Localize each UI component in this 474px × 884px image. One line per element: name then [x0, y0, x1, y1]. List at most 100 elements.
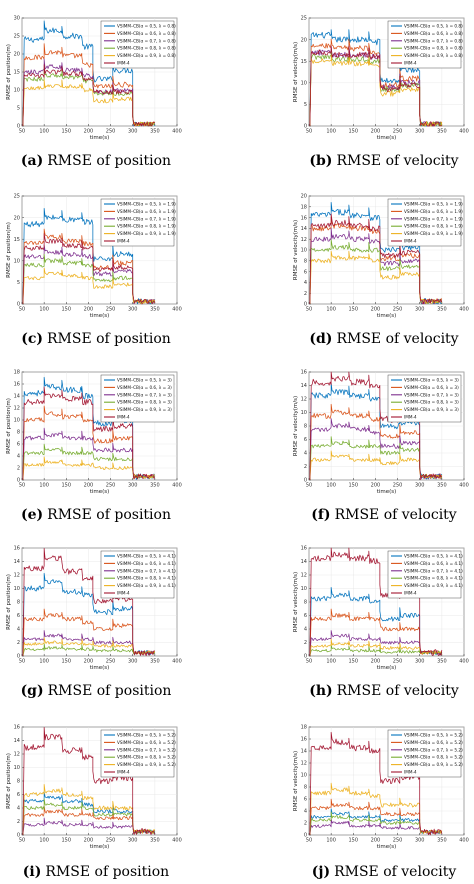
y-tick-label: 10	[14, 586, 20, 592]
chart-panel: 0 2 4 6 8 10 12 14 16 50 100 150 200 250 300 350 400 time…	[6, 546, 182, 699]
x-tick-label: 300	[128, 838, 138, 844]
y-tick-label: 14	[14, 394, 20, 400]
y-tick-label: 0	[17, 302, 20, 308]
legend-entry: VSIMM–CB(α = 0.5, λ = 5.2)	[404, 733, 463, 738]
y-tick-label: 20	[14, 215, 20, 221]
x-tick-label: 150	[349, 838, 359, 844]
y-tick-label: 10	[14, 88, 20, 94]
legend-box	[387, 374, 462, 423]
x-tick-label: 50	[19, 838, 25, 844]
y-tick-label: 0	[304, 833, 307, 839]
chart-panel: 0 2 4 6 8 10 12 14 16 18 50 100 150 200 250 300 350 400 ti…	[6, 370, 182, 523]
series-line	[309, 371, 443, 481]
caption-letter: (d)	[309, 331, 332, 347]
x-axis-label: time(s)	[377, 844, 397, 850]
x-tick-label: 300	[415, 307, 425, 313]
x-tick-label: 200	[84, 129, 94, 135]
x-tick-label: 150	[62, 129, 72, 135]
series-line	[309, 731, 443, 836]
y-tick-label: 4	[304, 451, 307, 457]
y-tick-label: 0	[17, 833, 20, 839]
caption-text: RMSE of velocity	[334, 864, 456, 880]
y-tick-label: 6	[17, 613, 20, 619]
y-axis-label: RMSE of velocity(m/s)	[293, 572, 299, 632]
y-tick-label: 2	[304, 821, 307, 827]
x-tick-label: 200	[84, 483, 94, 489]
legend-box	[100, 550, 175, 599]
legend-entry: VSIMM–CB(α = 0.9, λ = 0.8)	[404, 53, 463, 58]
chart-panel: 0 2 4 6 8 10 12 14 16 50 100 150 200 250 300 350 400 time…	[293, 546, 469, 699]
y-axis-label: RMSE of position(m)	[6, 44, 12, 100]
y-tick-label: 6	[17, 792, 20, 798]
x-tick-label: 150	[349, 483, 359, 489]
caption-letter: (j)	[312, 864, 330, 880]
y-tick-label: 8	[304, 424, 307, 430]
x-tick-label: 400	[459, 838, 469, 844]
legend-entry: VSIMM–CB(α = 0.9, λ = 4.1)	[404, 583, 463, 588]
y-axis-label: RMSE of velocity(m/s)	[293, 751, 299, 811]
x-tick-label: 200	[84, 838, 94, 844]
y-tick-label: 25	[14, 34, 20, 40]
legend-entry: IMM-4	[117, 591, 130, 596]
legend-entry: VSIMM–CB(α = 0.5, λ = 5.2)	[117, 733, 176, 738]
legend-entry: VSIMM–CB(α = 0.6, λ = 4.1)	[404, 561, 463, 566]
x-tick-label: 250	[106, 483, 116, 489]
legend-entry: VSIMM–CB(α = 0.5, λ = 0.8)	[404, 24, 463, 29]
y-tick-label: 12	[301, 397, 307, 403]
y-tick-label: 18	[301, 205, 307, 211]
y-tick-label: 14	[301, 749, 307, 755]
y-tick-label: 0	[17, 124, 20, 130]
x-tick-label: 250	[106, 838, 116, 844]
x-tick-label: 250	[106, 659, 116, 665]
y-tick-label: 16	[301, 737, 307, 743]
y-tick-label: 0	[304, 124, 307, 130]
panel-caption: (i) RMSE of position	[23, 864, 169, 880]
y-tick-label: 20	[14, 52, 20, 58]
y-tick-label: 2	[17, 819, 20, 825]
legend-entry: VSIMM–CB(α = 0.9, λ = 5.2)	[404, 762, 463, 767]
y-tick-label: 6	[17, 442, 20, 448]
panel-caption: (f) RMSE of velocity	[311, 507, 457, 523]
caption-text: RMSE of position	[47, 331, 171, 347]
x-axis-label: time(s)	[90, 844, 110, 850]
x-tick-label: 400	[172, 307, 182, 313]
y-tick-label: 10	[14, 765, 20, 771]
y-tick-label: 4	[17, 454, 20, 460]
legend-entry: VSIMM–CB(α = 0.5, λ = 3)	[404, 378, 459, 383]
panel-caption: (e) RMSE of position	[21, 507, 171, 523]
legend-box	[100, 374, 175, 423]
y-tick-label: 2	[17, 640, 20, 646]
y-tick-label: 16	[301, 546, 307, 552]
y-tick-label: 4	[17, 627, 20, 633]
y-tick-label: 16	[14, 382, 20, 388]
legend-box	[100, 729, 175, 778]
y-tick-label: 4	[304, 809, 307, 815]
x-tick-label: 200	[371, 129, 381, 135]
x-tick-label: 200	[84, 659, 94, 665]
caption-letter: (g)	[21, 683, 44, 699]
y-tick-label: 4	[304, 627, 307, 633]
legend-entry: VSIMM–CB(α = 0.9, λ = 0.8)	[117, 53, 176, 58]
panel-caption: (j) RMSE of velocity	[312, 864, 457, 880]
series-line	[309, 638, 443, 657]
x-tick-label: 300	[415, 838, 425, 844]
y-tick-label: 6	[304, 797, 307, 803]
x-tick-label: 350	[150, 838, 160, 844]
x-tick-label: 150	[349, 129, 359, 135]
x-axis-label: time(s)	[377, 665, 397, 671]
y-tick-label: 8	[304, 600, 307, 606]
x-tick-label: 50	[306, 838, 312, 844]
legend-entry: IMM-4	[117, 239, 130, 244]
y-tick-label: 16	[301, 215, 307, 221]
legend-box	[387, 729, 462, 778]
x-tick-label: 350	[150, 129, 160, 135]
legend-entry: VSIMM–CB(α = 0.8, λ = 4.1)	[404, 576, 463, 581]
legend-entry: VSIMM–CB(α = 0.7, λ = 3)	[117, 392, 172, 397]
x-tick-label: 50	[19, 483, 25, 489]
x-tick-label: 400	[459, 129, 469, 135]
legend-box	[387, 198, 462, 247]
y-tick-label: 14	[14, 738, 20, 744]
y-tick-label: 14	[301, 383, 307, 389]
series-line	[22, 233, 156, 305]
x-tick-label: 250	[106, 129, 116, 135]
